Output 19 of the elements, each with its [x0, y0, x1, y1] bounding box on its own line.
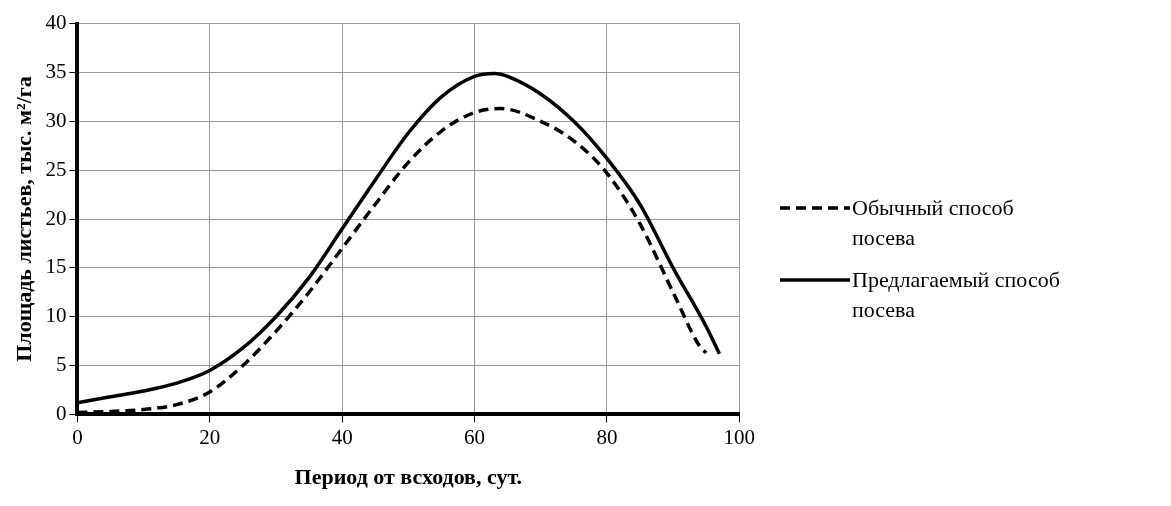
y-tick-label: 35: [45, 58, 67, 83]
y-tick-label: 40: [45, 10, 67, 35]
x-tick-label: 20: [199, 424, 221, 449]
y-tick-label: 30: [45, 107, 67, 132]
x-tick-label: 80: [596, 424, 618, 449]
y-tick-label: 0: [55, 400, 67, 425]
y-tick-label: 20: [45, 205, 67, 230]
y-tick-label: 15: [45, 254, 67, 279]
y-tick-label: 10: [45, 303, 67, 328]
x-axis-title: Период от всходов, сут.: [294, 464, 523, 490]
y-tick-label: 5: [55, 352, 67, 377]
y-tick-label: 25: [45, 156, 67, 181]
x-tick-label: 40: [331, 424, 353, 449]
legend-label: Предлагаемый способ посева: [852, 266, 1061, 324]
y-axis-title: Площадь листьев, тыс. м²/га: [10, 76, 36, 362]
x-tick-label: 60: [464, 424, 486, 449]
legend-label: Обычный способ посева: [852, 194, 1015, 252]
x-tick-label: 100: [723, 424, 755, 449]
x-tick-label: 0: [72, 424, 83, 449]
